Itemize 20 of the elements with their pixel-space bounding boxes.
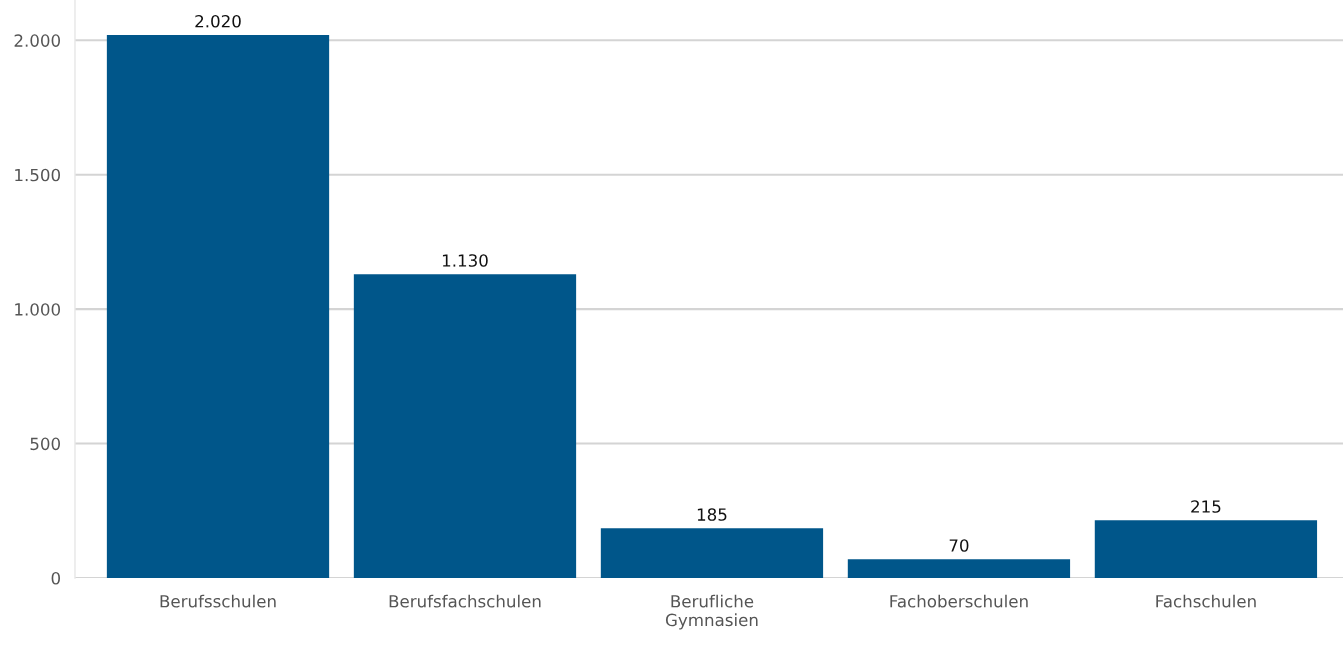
y-tick-label: 0 (51, 571, 60, 585)
bar (600, 528, 824, 578)
x-tick-label: Fachschulen (1156, 594, 1256, 608)
x-tick-label: Berufsschulen (160, 594, 276, 608)
bar (1094, 520, 1318, 578)
y-tick-label: 500 (30, 437, 60, 451)
x-tick-label: Berufsfachschulen (389, 594, 541, 608)
bar (847, 559, 1071, 578)
data-label: 215 (1191, 500, 1221, 513)
x-tick-label: Fachoberschulen (890, 594, 1028, 608)
bar (353, 274, 577, 578)
bar (106, 34, 330, 578)
data-label: 70 (949, 539, 969, 552)
y-tick-label: 2.000 (14, 34, 60, 47)
y-tick-label: 1.000 (15, 303, 60, 316)
x-tick-label: Berufliche Gymnasien (665, 594, 758, 630)
data-label: 185 (697, 508, 727, 521)
data-label: 1.130 (442, 254, 488, 267)
data-label: 2.020 (195, 14, 241, 28)
y-tick-label: 1.500 (15, 168, 60, 182)
